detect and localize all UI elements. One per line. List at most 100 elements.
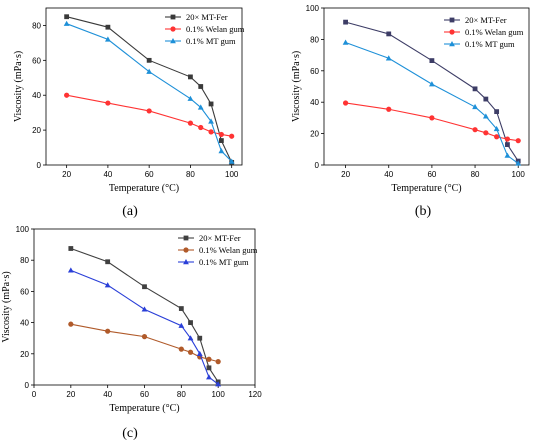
series-line [345,42,519,164]
data-point [515,160,522,166]
data-point [105,259,111,265]
y-axis-label: Viscosity (mPa·s) [13,51,24,122]
data-point [105,24,111,30]
data-point [428,81,435,87]
data-point [515,138,521,144]
data-point [188,320,193,325]
data-point [146,68,153,74]
x-tick-label: 20 [62,170,71,179]
x-tick-label: 100 [225,170,239,179]
y-tick-label: 0 [37,161,42,170]
x-axis-label: Temperature (°C) [391,183,461,194]
x-tick-label: 0 [32,390,37,399]
data-point [343,19,348,25]
x-tick-label: 80 [186,170,195,179]
chart-panel-1: 20 40 60 80 100 0 20 40 60 80 Temperature (°C) Visc… [13,7,245,219]
y-tick-label: 60 [310,67,319,76]
series-3 [67,267,222,387]
y-tick-label: 0 [25,381,30,390]
data-point [206,356,212,362]
series-2 [342,100,521,144]
y-tick-label: 80 [310,35,319,44]
legend: 20× MT-Fer 0.1% Welan gum 0.1% MT gum [444,15,524,49]
data-point [187,95,194,101]
data-point [188,74,193,80]
data-point [64,92,70,98]
data-point [472,103,478,110]
data-point [504,152,511,158]
x-tick-label: 100 [211,390,225,399]
data-point [68,321,74,327]
data-point [493,125,500,132]
data-point [208,101,214,107]
data-point [141,306,148,312]
chart-panel-3: 0 20 40 60 80 100 120 0 20 40 60 80 100 Temperature (… [1,225,262,441]
panel-label: (c) [122,426,138,441]
data-point [197,104,204,110]
legend-label: 0.1% MT gum [199,257,249,267]
y-tick-label: 100 [16,225,30,234]
data-point [187,349,194,355]
data-point [187,335,194,341]
y-axis-label: Viscosity (mPa·s) [1,271,12,342]
series-line [345,102,519,142]
data-point [482,113,489,119]
data-point [208,129,214,135]
data-point [342,100,349,106]
legend: 20× MT-Fer 0.1% Welan gum 0.1% MT gum [165,12,245,46]
data-point [141,334,148,340]
series-line [66,23,233,162]
legend-label: 20× MT-Fer [465,15,507,25]
data-point [215,381,222,387]
x-tick-label: 40 [384,170,393,179]
legend-label: 20× MT-Fer [199,233,241,243]
data-point [215,359,221,365]
legend-label: 0.1% Welan gum [199,245,258,255]
data-point [472,127,478,133]
legend-swatch-marker [449,17,455,23]
data-point [472,86,478,92]
data-point [142,284,147,290]
panel-label: (a) [122,204,138,219]
data-point [206,374,212,380]
x-tick-label: 80 [177,390,186,399]
data-point [198,124,204,131]
data-point [208,118,214,124]
series-3 [63,20,235,164]
legend: 20× MT-Fer 0.1% Welan gum 0.1% MT gum [178,233,258,267]
data-point [504,136,511,142]
data-point [178,306,184,311]
plot-frame [45,7,243,166]
data-point [104,36,111,42]
legend-label: 0.1% Welan gum [465,27,524,37]
data-point [228,158,235,164]
data-point [146,108,152,114]
legend-swatch-marker [170,26,176,32]
legend-swatch-marker [449,41,455,47]
y-tick-label: 80 [32,21,41,30]
legend-swatch-marker [183,247,189,253]
x-tick-label: 60 [140,390,149,399]
chart-panel-2: 20 40 60 80 100 0 20 40 60 80 100 Temperature (°C) V… [291,4,530,219]
legend-swatch-marker [183,235,189,241]
x-tick-label: 40 [103,390,112,399]
legend-label: 0.1% MT gum [465,39,515,49]
data-point [483,130,489,136]
data-point [386,31,392,37]
y-axis-label: Viscosity (mPa·s) [291,51,302,122]
y-tick-label: 20 [32,126,41,135]
data-point [429,115,435,121]
data-point [178,322,185,328]
data-point [64,14,70,20]
legend-label: 20× MT-Fer [186,12,228,22]
y-tick-label: 60 [20,287,29,296]
series-1 [68,246,221,385]
data-point [104,282,111,288]
y-tick-label: 100 [306,4,320,13]
x-tick-label: 120 [248,390,262,399]
y-tick-label: 0 [315,161,320,170]
data-point [206,365,212,371]
series-line [70,323,219,363]
y-tick-label: 20 [20,350,29,359]
